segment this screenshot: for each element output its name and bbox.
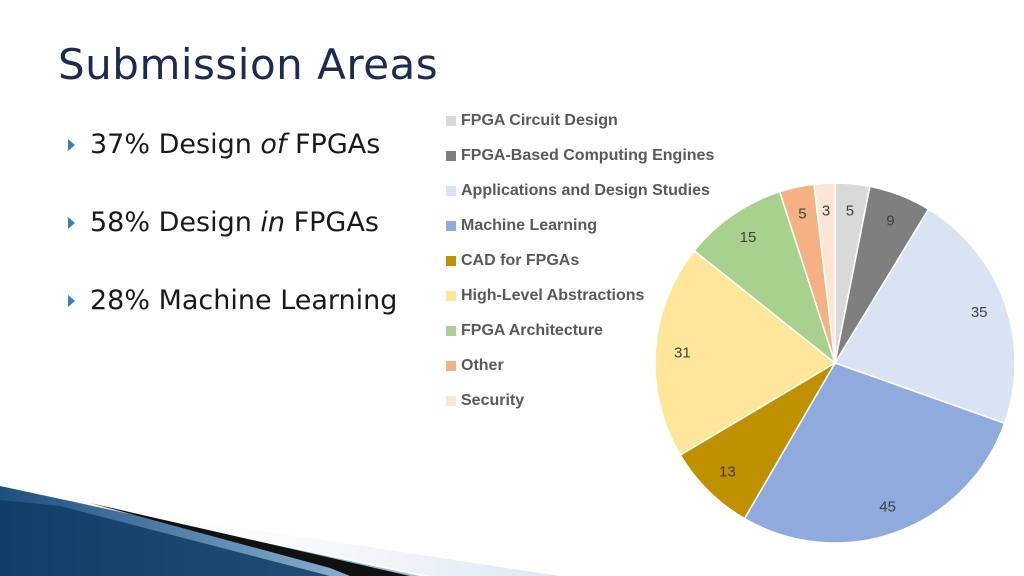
legend-item: FPGA-Based Computing Engines: [446, 138, 714, 173]
pie-slice: [833, 208, 1016, 425]
bullet-text: 58% Design in FPGAs: [90, 207, 379, 238]
legend-swatch: [446, 325, 456, 336]
legend-label: High-Level Abstractions: [461, 286, 645, 304]
bullet-text-italic: in: [260, 206, 286, 238]
slice-value-label: 5: [846, 203, 854, 220]
legend-item: Machine Learning: [446, 208, 714, 243]
bullet-text-part: 37% Design: [90, 128, 261, 160]
legend-label: Applications and Design Studies: [461, 181, 710, 199]
legend-item: FPGA Circuit Design: [446, 103, 714, 138]
pie-slice: [679, 360, 838, 520]
legend-swatch: [446, 255, 456, 266]
bullet-text: 37% Design of FPGAs: [90, 129, 380, 160]
pie-slice: [693, 190, 837, 366]
legend-swatch: [446, 360, 456, 371]
bullet-text-italic: of: [260, 128, 287, 160]
legend-item: Applications and Design Studies: [446, 173, 714, 208]
slice-value-label: 45: [879, 499, 896, 516]
legend-label: Security: [461, 391, 525, 409]
pie-slice: [813, 182, 836, 364]
slice-value-label: 15: [740, 229, 757, 246]
chart-legend: FPGA Circuit Design FPGA-Based Computing …: [446, 103, 714, 418]
legend-label: Machine Learning: [461, 216, 598, 234]
legend-swatch: [446, 115, 456, 126]
legend-item: FPGA Architecture: [446, 313, 714, 348]
legend-swatch: [446, 220, 456, 231]
bullet-arrow-icon: [68, 217, 75, 229]
legend-label: Other: [461, 356, 504, 374]
pie-slice: [654, 249, 837, 457]
page-title: Submission Areas: [58, 40, 439, 89]
bullet-item: 28% Machine Learning: [68, 280, 397, 320]
legend-swatch: [446, 290, 456, 301]
bullet-text-part: 28% Machine Learning: [90, 284, 398, 316]
bullet-text-part: 58% Design: [90, 206, 261, 238]
slice-value-label: 13: [719, 464, 736, 481]
bullet-arrow-icon: [68, 139, 75, 151]
legend-item: Security: [446, 383, 714, 418]
bullet-item: 37% Design of FPGAs: [68, 124, 397, 164]
legend-label: CAD for FPGAs: [461, 251, 580, 269]
slice-value-label: 35: [971, 304, 988, 321]
bullet-arrow-icon: [68, 295, 75, 307]
legend-swatch: [446, 395, 456, 406]
legend-item: High-Level Abstractions: [446, 278, 714, 313]
legend-swatch: [446, 185, 456, 196]
bullet-item: 58% Design in FPGAs: [68, 202, 397, 242]
bullet-text-part: FPGAs: [286, 128, 381, 160]
legend-swatch: [446, 150, 456, 161]
legend-label: FPGA Architecture: [461, 321, 603, 339]
slice-value-label: 3: [822, 202, 830, 219]
legend-item: CAD for FPGAs: [446, 243, 714, 278]
slice-value-label: 31: [674, 345, 691, 362]
slice-value-label: 5: [798, 206, 806, 223]
bullet-text: 28% Machine Learning: [90, 285, 397, 316]
bullet-list: 37% Design of FPGAs 58% Design in FPGAs 28…: [68, 124, 397, 358]
legend-label: FPGA-Based Computing Engines: [461, 146, 715, 164]
slice-value-label: 9: [886, 212, 894, 229]
bullet-text-part: FPGAs: [285, 206, 379, 238]
legend-label: FPGA Circuit Design: [461, 111, 618, 129]
legend-item: Other: [446, 348, 714, 383]
